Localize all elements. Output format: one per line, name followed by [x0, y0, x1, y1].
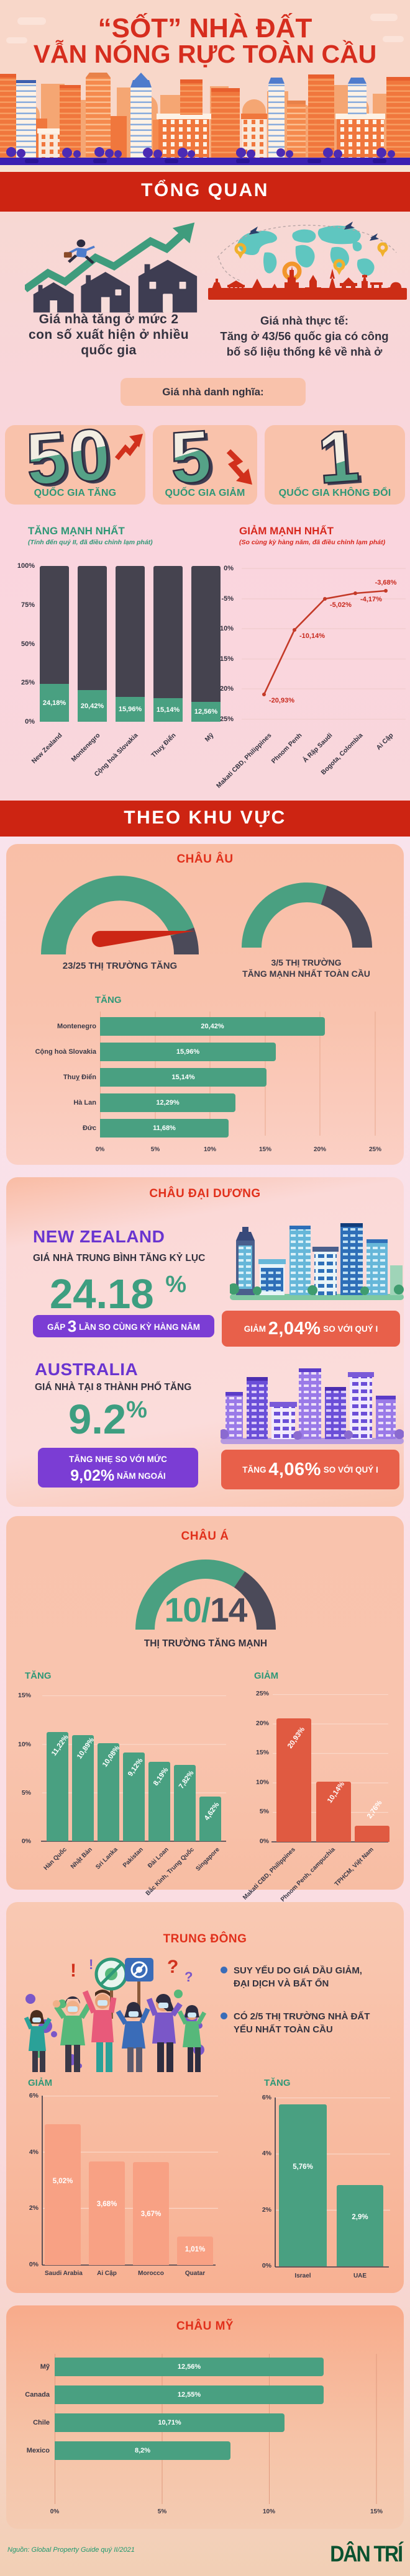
- svg-text:?: ?: [184, 1969, 193, 1985]
- svg-text:-3,68%: -3,68%: [375, 579, 397, 586]
- svg-text:50: 50: [24, 426, 116, 488]
- svg-text:-20,93%: -20,93%: [269, 697, 294, 704]
- svg-text:50: 50: [27, 426, 119, 488]
- svg-text:-4,17%: -4,17%: [360, 596, 382, 603]
- svg-text:5: 5: [167, 426, 214, 488]
- svg-text:1: 1: [315, 426, 362, 488]
- svg-text:!: !: [70, 1960, 76, 1981]
- svg-text:-5,02%: -5,02%: [330, 601, 352, 609]
- svg-text:5: 5: [171, 426, 217, 488]
- svg-text:!: !: [89, 1957, 93, 1972]
- svg-text:-10,14%: -10,14%: [299, 632, 325, 640]
- svg-text:1: 1: [319, 426, 363, 488]
- svg-text:?: ?: [167, 1957, 178, 1977]
